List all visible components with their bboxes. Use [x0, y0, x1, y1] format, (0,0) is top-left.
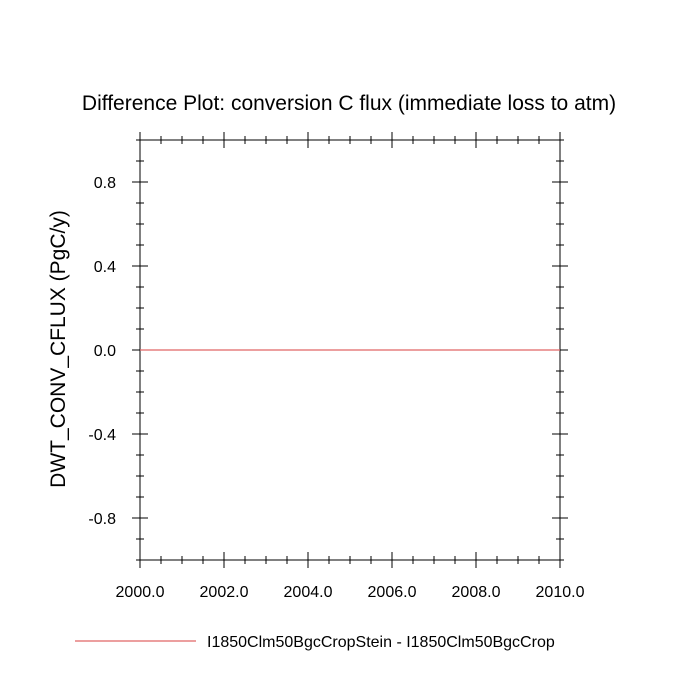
x-tick-label: 2010.0 — [536, 584, 585, 601]
y-tick-label: 0.0 — [94, 343, 116, 360]
y-tick-label: -0.4 — [88, 427, 116, 444]
x-tick-label: 2004.0 — [284, 584, 333, 601]
x-tick-label: 2006.0 — [368, 584, 417, 601]
y-tick-label: 0.8 — [94, 175, 116, 192]
x-axis-ticks: 2000.0 2002.0 2004.0 2006.0 2008.0 2010.0 — [116, 132, 585, 601]
legend: I1850Clm50BgcCropStein - I1850Clm50BgcCr… — [75, 634, 555, 651]
y-tick-label: 0.4 — [94, 259, 116, 276]
legend-label: I1850Clm50BgcCropStein - I1850Clm50BgcCr… — [207, 634, 555, 651]
y-axis-label: DWT_CONV_CFLUX (PgC/y) — [47, 210, 70, 488]
x-tick-label: 2008.0 — [452, 584, 501, 601]
chart-title: Difference Plot: conversion C flux (imme… — [82, 92, 616, 115]
minor-ticks — [136, 136, 564, 564]
x-tick-label: 2000.0 — [116, 584, 165, 601]
y-axis-ticks: 0.8 0.4 0.0 -0.4 -0.8 — [88, 175, 568, 528]
x-tick-label: 2002.0 — [200, 584, 249, 601]
y-tick-label: -0.8 — [88, 511, 116, 528]
